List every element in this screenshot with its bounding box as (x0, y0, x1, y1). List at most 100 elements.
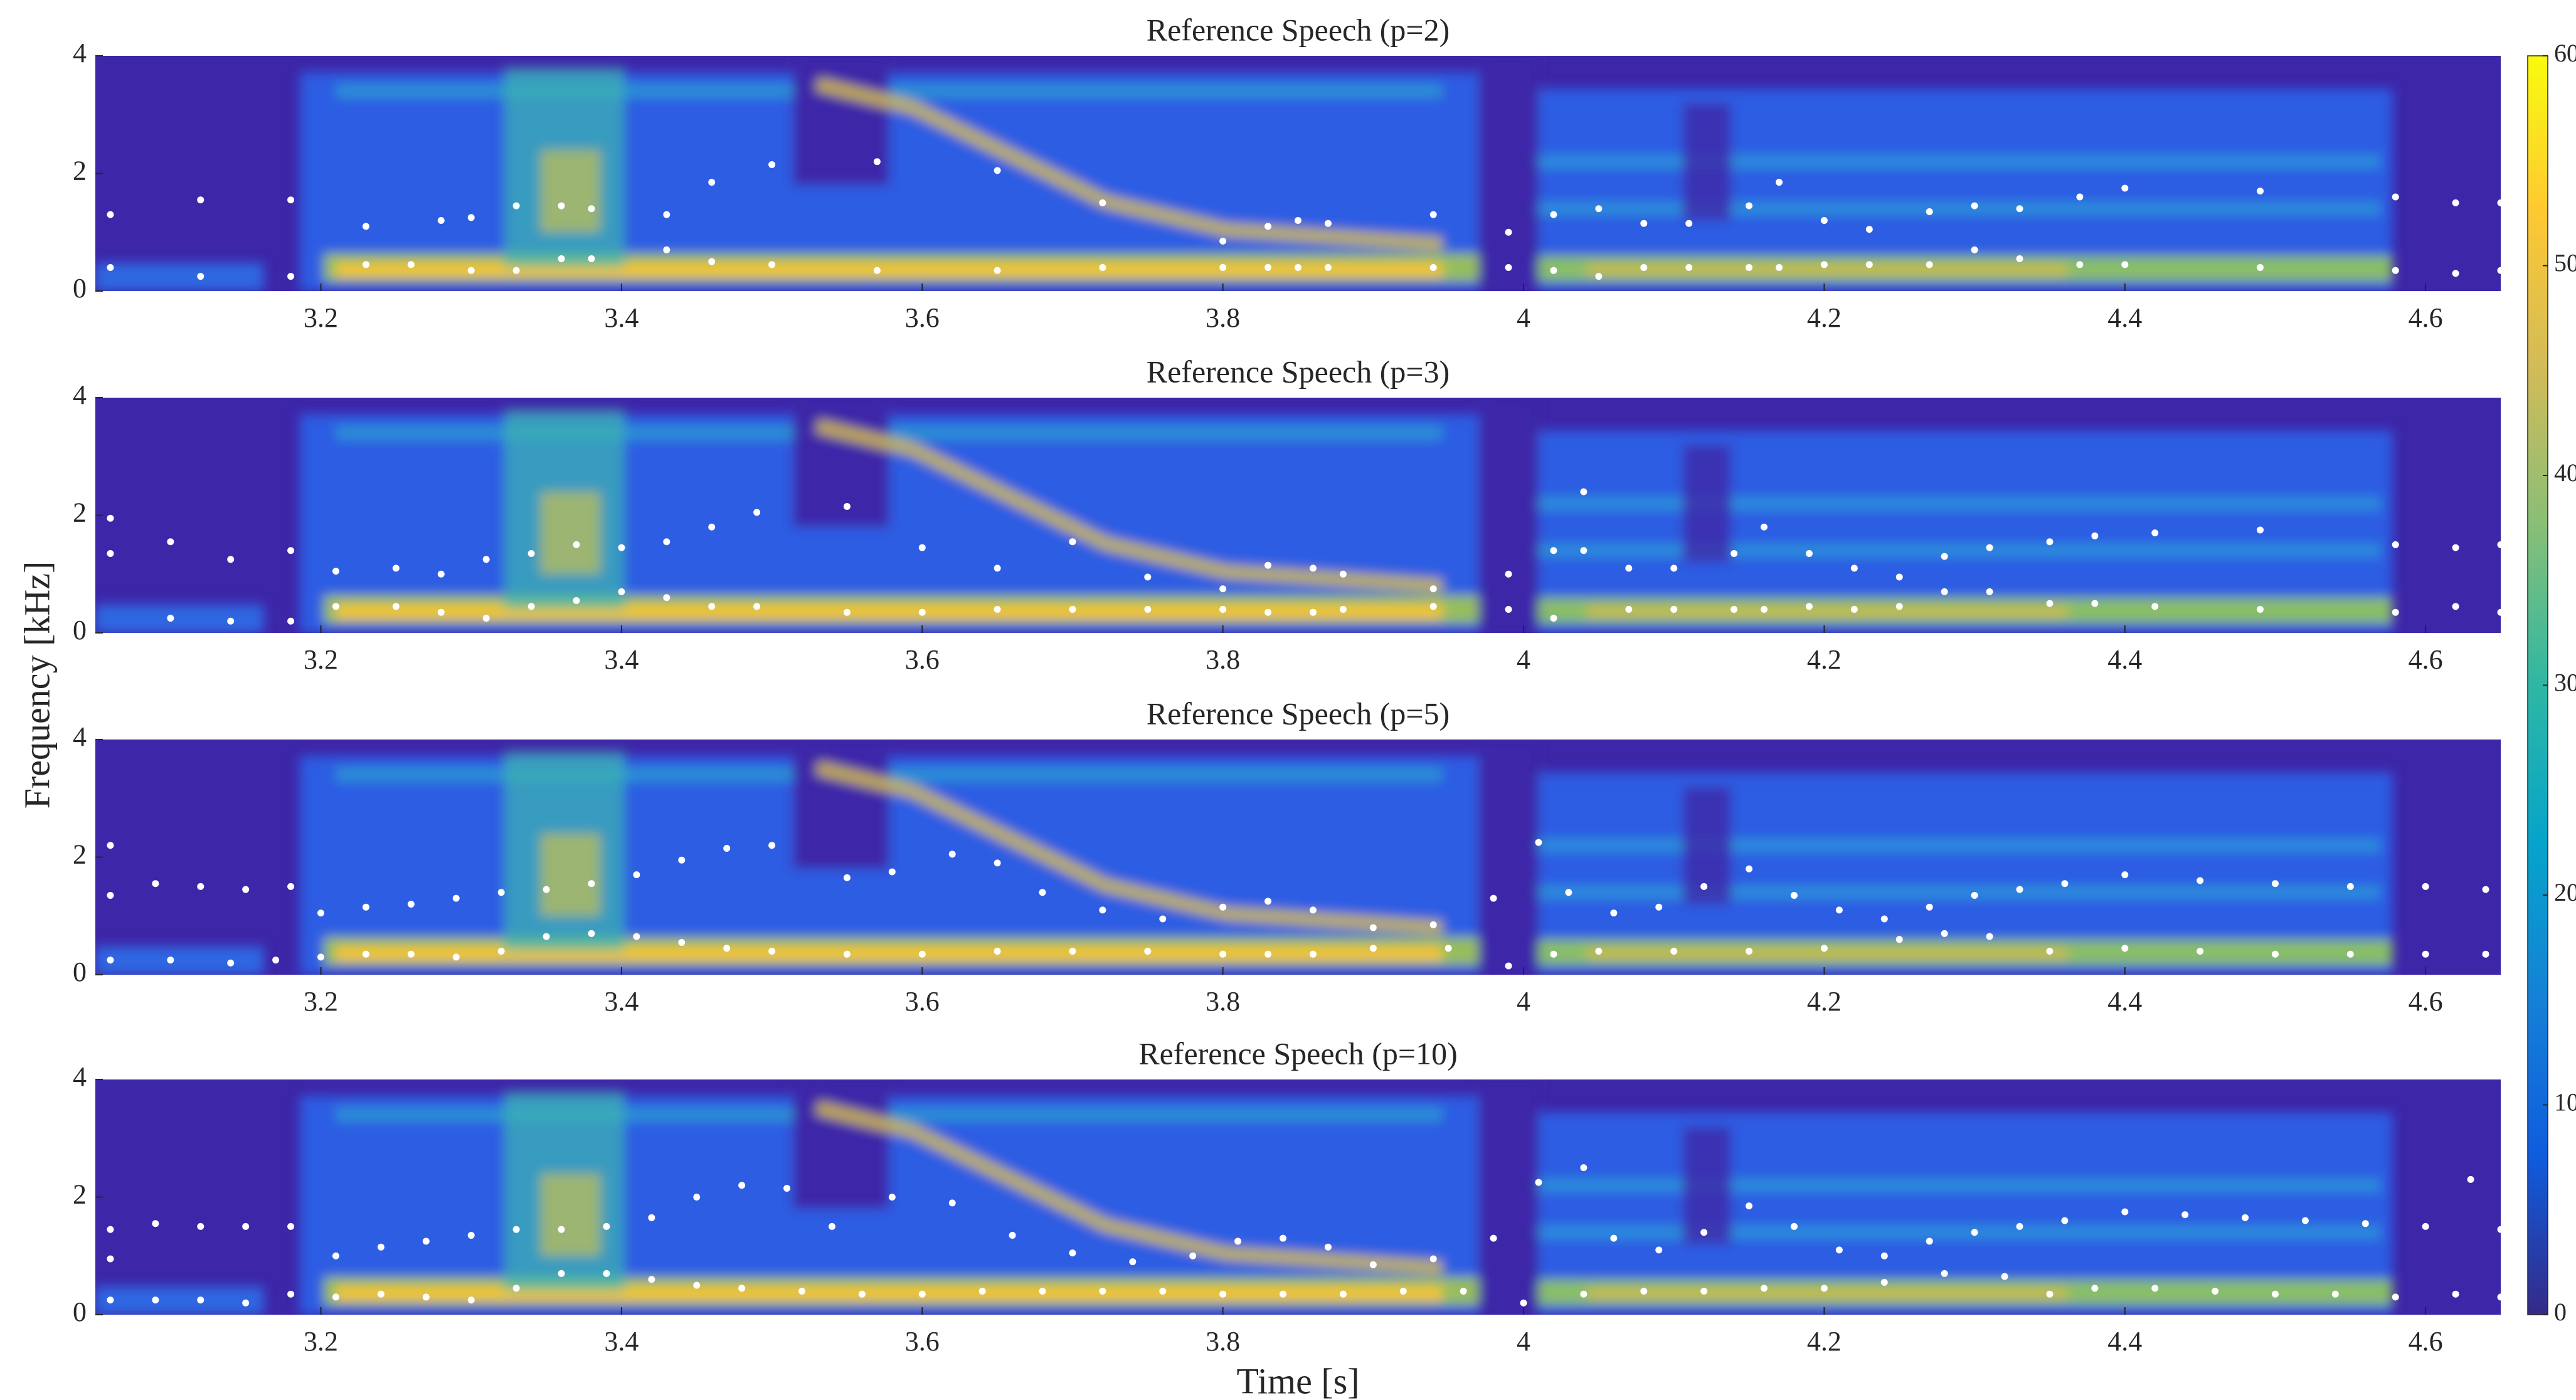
colorbar-tick-label: 40 (2554, 459, 2576, 487)
formant-point (1234, 1238, 1242, 1245)
spectrogram-band (336, 263, 1443, 277)
formant-point (1850, 565, 1858, 572)
spectrogram-band (1586, 948, 2068, 958)
formant-point (2121, 945, 2129, 952)
formant-point (798, 1288, 806, 1295)
y-tick-label: 4 (73, 379, 87, 410)
spectrogram-band (336, 1286, 1443, 1301)
spectrogram-band (1683, 787, 1731, 904)
formant-point (1746, 264, 1753, 271)
spectrogram-band (95, 263, 264, 291)
formant-point (317, 909, 325, 917)
formant-point (843, 874, 851, 881)
formant-point (1820, 217, 1828, 224)
formant-point (1129, 1258, 1137, 1266)
formant-point (994, 167, 1001, 174)
formant-point (362, 223, 369, 230)
formant-point (2076, 193, 2084, 201)
formant-point (242, 1299, 250, 1307)
formant-point (2361, 1220, 2369, 1228)
formant-point (994, 267, 1001, 274)
x-tick-label: 3.8 (1206, 986, 1240, 1017)
panel-title: Reference Speech (p=2) (1147, 12, 1450, 47)
formant-point (1069, 1249, 1076, 1257)
formant-point (107, 211, 114, 218)
formant-point (1369, 1261, 1377, 1268)
formant-point (753, 509, 761, 516)
formant-point (422, 1293, 430, 1301)
y-tick-label: 2 (73, 156, 87, 186)
formant-point (588, 255, 595, 262)
formant-point (1865, 261, 1873, 268)
formant-point (1805, 549, 1813, 557)
x-tick-label: 4.4 (2107, 1326, 2142, 1357)
formant-point (2497, 1226, 2501, 1233)
formant-point (467, 214, 475, 221)
formant-point (873, 158, 881, 166)
formant-point (2121, 871, 2129, 879)
x-tick-label: 3.4 (604, 1326, 639, 1357)
formant-point (1505, 570, 1512, 578)
formant-point (1339, 570, 1347, 578)
formant-point (723, 844, 731, 852)
formant-point (482, 556, 490, 563)
spectrogram-band (1539, 543, 2381, 558)
formant-point (392, 565, 400, 572)
formant-point (1099, 906, 1106, 914)
formant-point (1865, 226, 1873, 233)
x-tick-label: 4.4 (2107, 644, 2142, 675)
formant-point (1309, 608, 1317, 616)
formant-point (1820, 945, 1828, 952)
formant-point (332, 1252, 339, 1259)
formant-point (1776, 264, 1783, 271)
x-tick-label: 3.8 (1206, 644, 1240, 675)
formant-point (1640, 1288, 1648, 1295)
spectrogram-band (1539, 154, 2381, 169)
formant-point (1295, 217, 1301, 224)
formant-point (708, 603, 716, 610)
formant-point (227, 556, 235, 563)
formant-point (1895, 936, 1903, 943)
formant-point (362, 950, 369, 958)
y-tick-label: 2 (73, 1179, 87, 1210)
formant-point (1429, 211, 1437, 218)
x-tick-label: 3.2 (304, 302, 338, 333)
formant-point (2091, 1285, 2099, 1292)
colorbar-tick-label: 20 (2554, 878, 2576, 906)
formant-point (558, 202, 565, 209)
formant-point (467, 1297, 475, 1304)
formant-point (768, 261, 776, 268)
formant-point (1324, 220, 1332, 227)
formant-point (377, 1243, 384, 1251)
formant-point (1399, 1288, 1407, 1295)
formant-point (1731, 549, 1738, 557)
formant-point (843, 502, 851, 510)
formant-point (512, 267, 520, 274)
formant-point (1429, 1255, 1437, 1263)
x-tick-label: 3.6 (905, 302, 940, 333)
formant-point (1580, 1164, 1587, 1172)
spectrogram-band (1586, 1288, 2068, 1298)
formant-point (1490, 1234, 1497, 1242)
formant-point (1429, 921, 1437, 928)
formant-point (1219, 903, 1227, 911)
formant-point (1761, 1285, 1768, 1292)
formant-point (1550, 950, 1557, 958)
y-axis-label: Frequency [kHz] (16, 561, 57, 809)
formant-point (1069, 606, 1076, 613)
formant-point (1595, 948, 1603, 955)
colorbar-tick-label: 50 (2554, 249, 2576, 277)
spectrogram-band (1539, 885, 2381, 899)
colorbar-tick-label: 60 (2554, 39, 2576, 67)
formant-point (107, 957, 114, 964)
x-tick-label: 3.4 (604, 986, 639, 1017)
spectrogram-band (540, 150, 601, 233)
formant-point (1941, 930, 1948, 937)
x-tick-label: 4 (1517, 1326, 1530, 1357)
spectrogram (95, 56, 2501, 291)
formant-point (2346, 883, 2354, 890)
formant-point (527, 549, 535, 557)
formant-point (2212, 1288, 2219, 1295)
formant-point (2452, 1290, 2459, 1298)
formant-point (1835, 906, 1843, 914)
